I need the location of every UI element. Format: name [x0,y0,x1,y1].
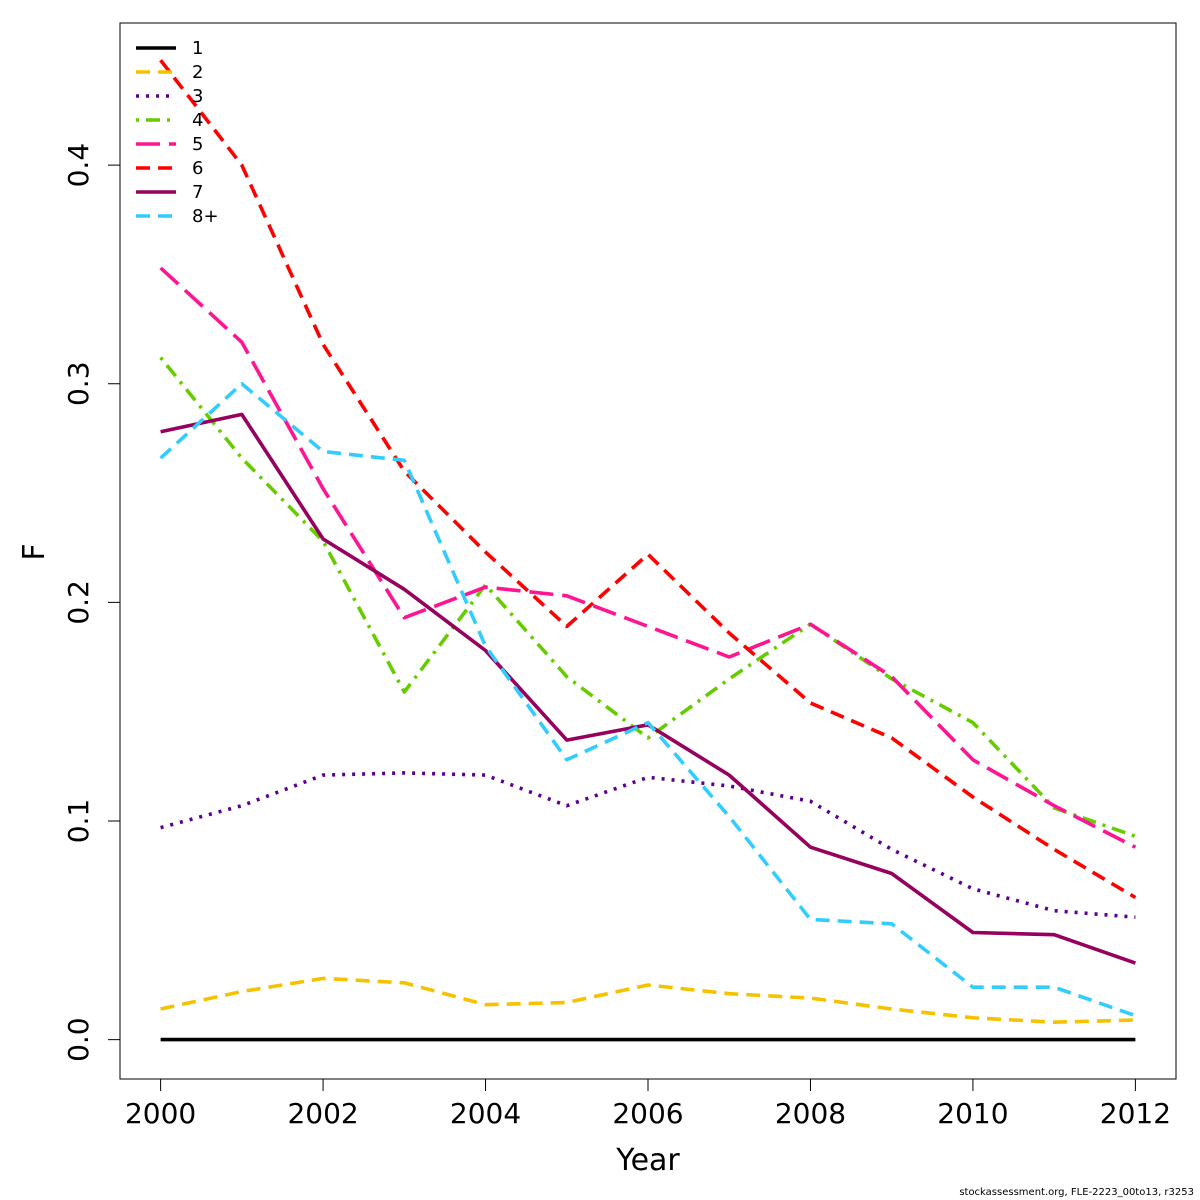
x-tick-label: 2000 [125,1097,196,1130]
plot-area-border [119,22,1177,1080]
legend-label: 3 [192,86,203,107]
x-tick-label: 2006 [612,1097,683,1130]
legend-label: 4 [192,110,203,131]
source-footnote: stockassessment.org, FLE-2223_00to13, r3… [959,1187,1194,1198]
series-line-8plus [159,381,1136,1018]
series-line-3 [160,771,1136,919]
legend-label: 5 [192,134,203,155]
y-tick-label: 0.3 [62,361,95,406]
x-tick-label: 2002 [287,1097,358,1130]
series-line-4 [159,356,1136,838]
y-tick-label: 0.0 [62,1017,95,1062]
series-line-5 [159,266,1137,849]
legend-label: 7 [192,182,203,203]
series-line-6 [159,59,1137,900]
legend-label: 1 [192,38,203,59]
x-tick-label: 2008 [775,1097,846,1130]
y-axis-title: F [17,543,52,560]
x-tick-label: 2010 [937,1097,1008,1130]
x-axis-title: Year [615,1143,680,1178]
y-tick-label: 0.4 [62,143,95,188]
x-tick-label: 2012 [1100,1097,1171,1130]
x-tick-label: 2004 [450,1097,521,1130]
legend-label: 8+ [192,206,219,227]
series-layer [159,59,1137,1042]
series-line-2 [160,976,1136,1025]
legend-label: 6 [192,158,203,179]
legend: 1 2 3 4 5 6 7 8+ [136,38,219,227]
y-tick-label: 0.2 [62,580,95,625]
y-tick-label: 0.1 [62,799,95,844]
legend-label: 2 [192,62,203,83]
axes: 2000 2002 2004 2006 2008 2010 2012 0.0 0.1 0.2 0.3… [62,143,1171,1130]
series-line-7 [160,412,1136,965]
